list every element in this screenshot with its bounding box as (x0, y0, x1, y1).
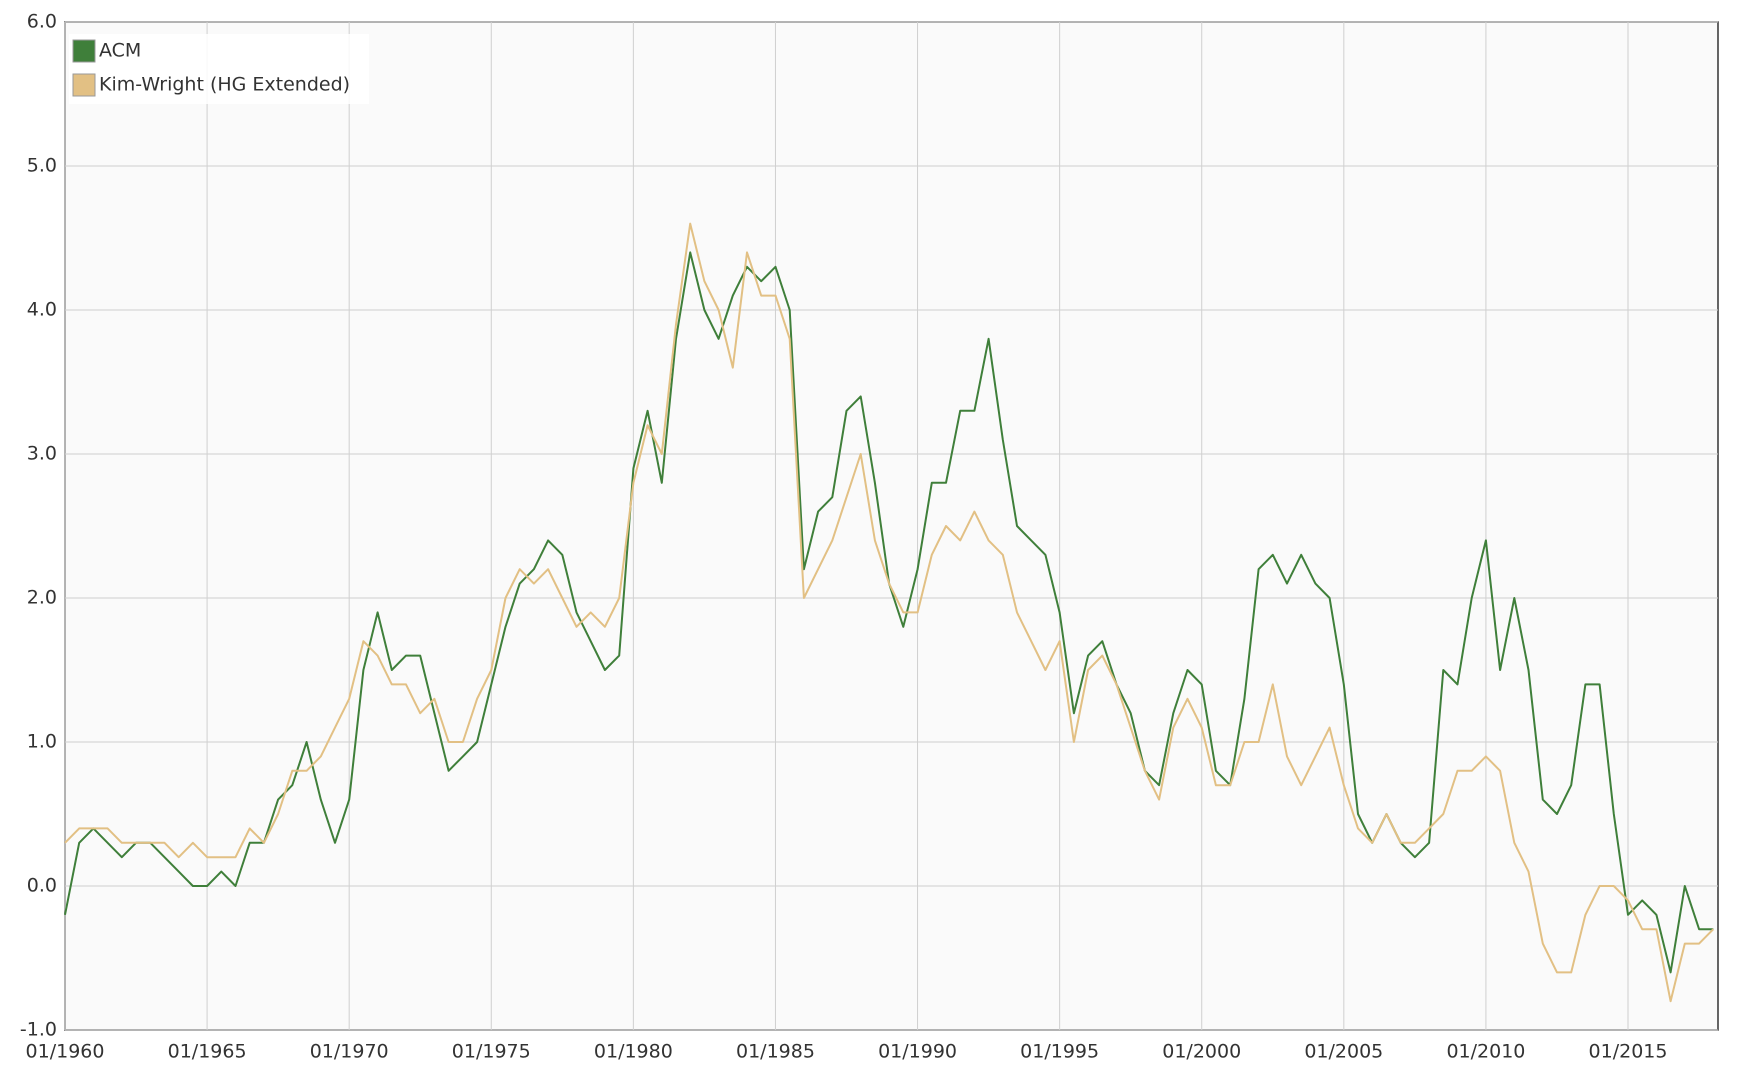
x-tick-label: 01/1995 (1020, 1041, 1099, 1063)
y-tick-label: 5.0 (27, 155, 57, 177)
y-tick-label: 1.0 (27, 731, 57, 753)
y-tick-label: -1.0 (20, 1019, 57, 1041)
series-line (64, 222, 1715, 1003)
plot-area (64, 21, 1719, 1031)
x-tick-label: 01/1985 (736, 1041, 815, 1063)
x-tick-label: 01/1960 (26, 1041, 105, 1063)
y-tick-label: 3.0 (27, 443, 57, 465)
x-tick-label: 01/1965 (168, 1041, 247, 1063)
legend-swatch (72, 73, 96, 97)
legend-box (69, 34, 369, 104)
x-tick-label: 01/1970 (310, 1041, 389, 1063)
legend-label: Kim-Wright (HG Extended) (99, 74, 350, 96)
x-tick-label: 01/1975 (452, 1041, 531, 1063)
legend-label: ACM (99, 40, 141, 62)
grid (64, 21, 1718, 1031)
x-tick-label: 01/2010 (1446, 1041, 1525, 1063)
y-tick-label: 2.0 (27, 587, 57, 609)
x-tick-label: 01/2005 (1304, 1041, 1383, 1063)
y-tick-label: 6.0 (27, 11, 57, 33)
y-tick-label: 4.0 (27, 299, 57, 321)
y-tick-label: 0.0 (27, 875, 57, 897)
legend-swatch (72, 39, 96, 63)
legend: ACM Kim-Wright (HG Extended) (69, 34, 369, 104)
x-tick-label: 01/2000 (1162, 1041, 1241, 1063)
x-tick-label: 01/1980 (594, 1041, 673, 1063)
x-tick-label: 01/2015 (1589, 1041, 1668, 1063)
x-tick-label: 01/1990 (878, 1041, 957, 1063)
